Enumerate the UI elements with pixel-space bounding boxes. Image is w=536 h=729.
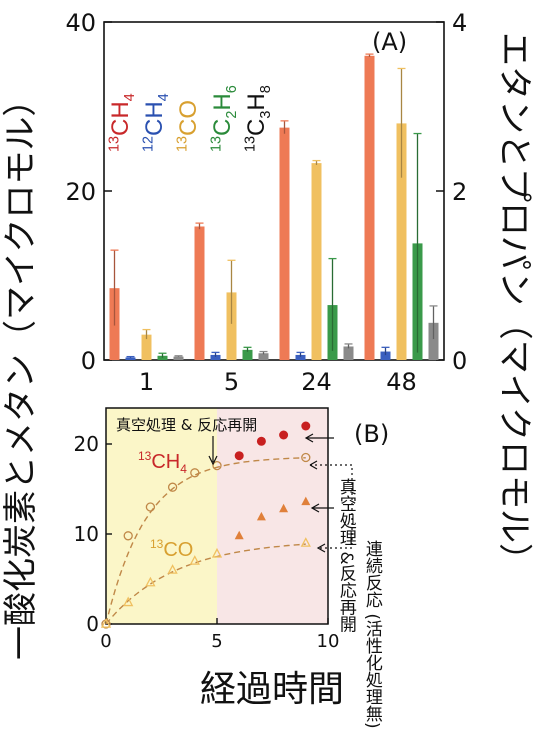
left-tick-label: 40 (65, 9, 96, 37)
bar-co_13 (141, 334, 152, 360)
arrow-ch4-restart-head (304, 433, 314, 443)
marker-ch4-continuous (167, 482, 178, 492)
arrow-co-restart-head (310, 503, 320, 513)
marker-co-continuous (189, 555, 200, 565)
bar-ch4_13 (364, 55, 375, 361)
marker-co-restart (279, 503, 289, 513)
arrow-continuous-co-head (316, 543, 326, 553)
legend-entry: 13C2H6 (208, 85, 240, 152)
marker-co-continuous (123, 596, 134, 607)
marker-ch4-restart (301, 421, 311, 431)
legend-item: 12CH4 (140, 93, 172, 152)
annotation-restart: 真空処理 & 反応再開 (116, 416, 257, 434)
right-tick-label: 2 (452, 178, 467, 206)
bar-ch4_13 (279, 127, 290, 360)
legend-entry: 13CH4 (138, 449, 187, 476)
legend-entry: 12CH4 (140, 93, 172, 152)
marker-co-continuous (100, 618, 112, 628)
legend-item: 13CO (174, 100, 202, 152)
bar-c3h8_13 (428, 322, 439, 360)
marker-ch4-continuous (301, 452, 311, 463)
fit-co (105, 543, 306, 625)
background-restart (217, 408, 328, 624)
bar-c3h8_13 (258, 353, 269, 360)
marker-co-continuous (300, 537, 311, 547)
x-tick-label: 24 (301, 368, 332, 396)
y-tick-label-b: 0 (86, 612, 99, 636)
x-tick-label: 48 (386, 368, 417, 396)
marker-co-continuous (167, 564, 178, 574)
x-tick-label: 1 (139, 368, 154, 396)
legend-item: 13C2H6 (208, 85, 240, 152)
x-tick-label-b: 0 (100, 631, 111, 652)
left-tick-label: 0 (81, 347, 96, 375)
legend-entry: 13CH4 (106, 93, 138, 152)
bracket-continuous (310, 464, 353, 548)
arrow-continuous-ch4-head (309, 460, 318, 470)
note-restart: 真空処理 &反応再開 (335, 478, 356, 633)
plot-frame-a (103, 21, 445, 361)
annotation-arrowhead (208, 455, 218, 466)
legend-item: 13CH4 (106, 93, 138, 152)
bar-co_13 (396, 123, 407, 361)
bar-ch4_13 (194, 226, 205, 360)
label-co-b: 13CO (150, 537, 193, 561)
panel-a-label: (A) (372, 28, 407, 56)
marker-ch4-continuous (123, 531, 133, 541)
label-ch4-b: 13CH4 (138, 449, 187, 476)
bar-c3h8_13 (343, 346, 354, 360)
note-continuous: 連続反応 (活性化処理無) (361, 540, 382, 729)
legend-entry: 13CO (150, 537, 193, 561)
legend-entry: 13CO (174, 100, 202, 152)
right-tick-label: 4 (452, 9, 467, 37)
right-tick-label: 0 (452, 347, 467, 375)
bar-co_13 (311, 163, 322, 360)
marker-co-restart (234, 530, 244, 540)
marker-ch4-restart (234, 451, 244, 461)
left-tick-label: 20 (65, 178, 96, 206)
marker-ch4-continuous (190, 468, 200, 478)
panel-b-label: (B) (354, 420, 389, 448)
y-tick-label-b: 10 (74, 522, 99, 546)
marker-co-continuous (145, 576, 156, 587)
legend-item: 13C3H8 (242, 85, 274, 152)
left-axis-label: 一酸化炭素とメタン（マイクロモル） (1, 82, 41, 660)
marker-co-continuous (211, 547, 223, 558)
x-tick-label-b: 5 (211, 631, 222, 652)
bar-c2h6_13 (242, 349, 253, 360)
marker-ch4-continuous (212, 460, 222, 471)
bar-c3h8_13 (173, 356, 184, 360)
x-tick-label-b: 10 (317, 631, 340, 652)
x-tick-label: 5 (224, 368, 239, 396)
panel-b: 0 5 10 0 10 20 13CH4 13CO 真空処理 & 反応再開 (B) (74, 407, 389, 652)
y-tick-label-b: 20 (74, 432, 99, 456)
legend-entry: 13C3H8 (242, 85, 274, 152)
right-axis-label: エタンとプロパン（マイクロモル） (494, 32, 534, 578)
marker-ch4-continuous (145, 502, 156, 512)
bar-co_13 (226, 292, 237, 360)
marker-co-restart (301, 496, 311, 506)
marker-ch4-restart (256, 436, 266, 446)
fit-ch4 (105, 457, 306, 625)
marker-co-restart (256, 511, 266, 521)
background-initial (106, 408, 217, 624)
x-axis-label: 経過時間 (200, 669, 345, 710)
marker-ch4-restart (279, 430, 289, 440)
